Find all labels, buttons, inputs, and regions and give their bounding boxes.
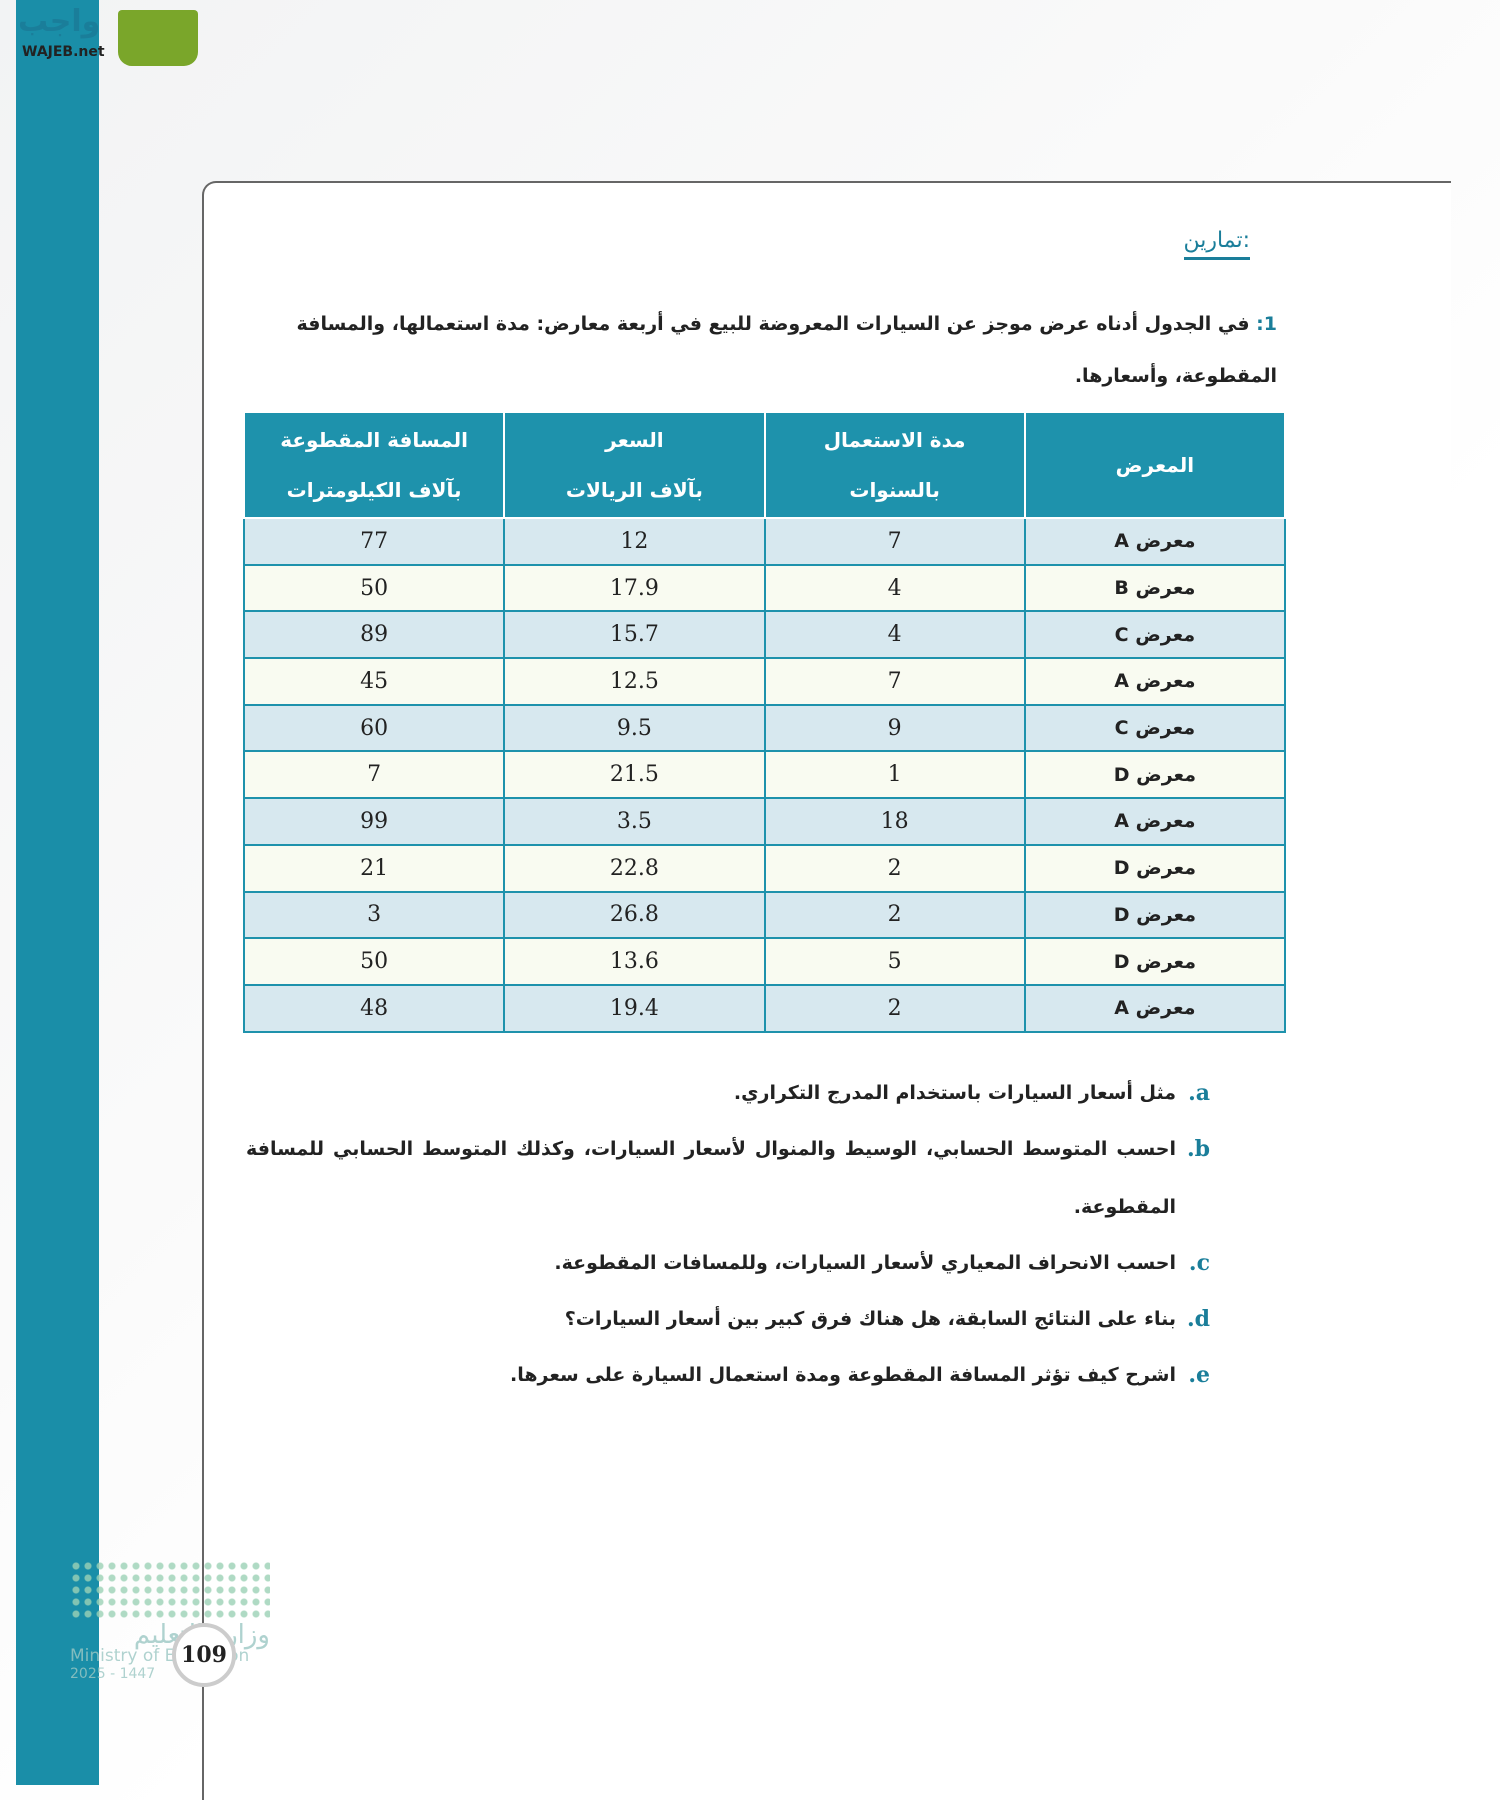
number-cell: 2 (763, 890, 1026, 940)
number-cell: 7 (763, 657, 1026, 706)
showroom-cell: معرض A (1023, 657, 1287, 706)
header-line: بالسنوات (849, 478, 940, 502)
logo-arabic: واجب (18, 4, 101, 39)
showroom-cell: معرض C (1023, 610, 1287, 660)
logo-latin: WAJEB.net (22, 44, 105, 60)
ministry-logo: وزارة التعليم Ministry of Education 2025… (70, 1560, 270, 1682)
number-cell: 1 (763, 750, 1026, 800)
number-cell: 60 (242, 703, 506, 753)
header-cell: المعرض (1023, 413, 1287, 519)
header-line: بآلاف الكيلومترات (286, 478, 462, 502)
number-cell: 50 (242, 937, 506, 986)
number-cell: 19.4 (503, 983, 766, 1033)
number-cell: 26.8 (503, 890, 766, 940)
side-bar (16, 0, 99, 1785)
logo: واجب WAJEB.net (10, 4, 198, 68)
number-cell: 48 (242, 983, 506, 1033)
sub-question-label: d. (1186, 1306, 1210, 1332)
showroom-cell: معرض A (1023, 983, 1287, 1033)
sub-question-text: بناء على النتائج السابقة، هل هناك فرق كب… (564, 1308, 1176, 1330)
header-line: مدة الاستعمال (823, 428, 966, 452)
number-cell: 5 (763, 937, 1026, 986)
table-row: معرض C 4 15.7 89 (242, 610, 1287, 660)
number-cell: 45 (242, 657, 506, 706)
number-cell: 4 (763, 563, 1026, 613)
header-cell: المسافة المقطوعة بآلاف الكيلومترات (242, 413, 506, 519)
number-cell: 12 (503, 517, 766, 566)
sub-question: e. اشرح كيف تؤثر المسافة المقطوعة ومدة اس… (246, 1346, 1210, 1404)
sub-question-label: a. (1188, 1080, 1210, 1106)
number-cell: 9.5 (503, 703, 766, 753)
table-row: معرض A 18 3.5 99 (242, 797, 1287, 846)
table-row: معرض D 1 21.5 7 (242, 750, 1287, 800)
table-row: معرض A 2 19.4 48 (242, 983, 1287, 1033)
logo-book (118, 10, 198, 66)
sub-questions: a. مثل أسعار السيارات باستخدام المدرج الت… (246, 1064, 1210, 1402)
showroom-cell: معرض B (1023, 563, 1287, 613)
number-cell: 22.8 (503, 843, 766, 893)
sub-question-label: c. (1188, 1250, 1210, 1276)
number-cell: 13.6 (503, 937, 766, 986)
question-text: في الجدول أدناه عرض موجز عن السيارات الم… (296, 313, 1277, 387)
number-cell: 89 (242, 610, 506, 660)
number-cell: 9 (763, 703, 1026, 753)
ministry-dots (70, 1560, 270, 1620)
number-cell: 21 (242, 843, 506, 893)
number-cell: 4 (763, 610, 1026, 660)
showroom-cell: معرض D (1023, 937, 1287, 986)
showroom-cell: معرض A (1023, 797, 1287, 846)
sub-question-text: احسب الانحراف المعياري لأسعار السيارات، … (554, 1252, 1176, 1274)
sub-question-text: مثل أسعار السيارات باستخدام المدرج التكر… (733, 1082, 1176, 1104)
showroom-cell: معرض D (1023, 843, 1287, 893)
number-cell: 17.9 (503, 563, 766, 613)
showroom-cell: معرض D (1023, 750, 1287, 800)
header-line: المسافة المقطوعة (280, 428, 469, 452)
number-cell: 3.5 (503, 797, 766, 846)
header-row: المعرض مدة الاستعمال بالسنوات السعر بآلاف ال… (242, 413, 1287, 519)
table-row: معرض D 5 13.6 50 (242, 937, 1287, 986)
table-row: معرض A 7 12.5 45 (242, 657, 1287, 706)
sub-question-label: b. (1186, 1136, 1210, 1162)
header-cell: السعر بآلاف الريالات (503, 413, 766, 519)
header-line: المعرض (1115, 453, 1195, 477)
question-number: 1: (1256, 313, 1277, 335)
showroom-cell: معرض A (1023, 517, 1287, 566)
sub-question: d. بناء على النتائج السابقة، هل هناك فرق … (246, 1290, 1210, 1348)
table-row: معرض D 2 26.8 3 (242, 890, 1287, 940)
table-row: معرض C 9 9.5 60 (242, 703, 1287, 753)
header-line: بآلاف الريالات (565, 478, 703, 502)
header-line: السعر (605, 428, 664, 452)
sub-question: c. احسب الانحراف المعياري لأسعار السيارات… (246, 1234, 1210, 1292)
sub-question-label: e. (1188, 1362, 1210, 1388)
question: 1: في الجدول أدناه عرض موجز عن السيارات … (240, 298, 1277, 402)
table-row: معرض B 4 17.9 50 (242, 563, 1287, 613)
data-table: المعرض مدة الاستعمال بالسنوات السعر بآلاف ال… (242, 413, 1287, 1033)
ministry-years: 2025 - 1447 (70, 1666, 156, 1682)
number-cell: 15.7 (503, 610, 766, 660)
number-cell: 7 (242, 750, 506, 800)
table-row: معرض D 2 22.8 21 (242, 843, 1287, 893)
number-cell: 3 (242, 890, 506, 940)
number-cell: 21.5 (503, 750, 766, 800)
sub-question-text: اشرح كيف تؤثر المسافة المقطوعة ومدة استع… (509, 1364, 1176, 1386)
sub-question-text: احسب المتوسط الحسابي، الوسيط والمنوال لأ… (246, 1138, 1176, 1218)
number-cell: 2 (763, 983, 1026, 1033)
ministry-english: Ministry of Education (70, 1646, 250, 1666)
header-cell: مدة الاستعمال بالسنوات (763, 413, 1026, 519)
sub-question: b. احسب المتوسط الحسابي، الوسيط والمنوال … (246, 1120, 1210, 1236)
number-cell: 12.5 (503, 657, 766, 706)
showroom-cell: معرض D (1023, 890, 1287, 940)
number-cell: 99 (242, 797, 506, 846)
page-number: 109 (172, 1623, 236, 1687)
table-row: معرض A 7 12 77 (242, 517, 1287, 566)
number-cell: 77 (242, 517, 506, 566)
number-cell: 7 (763, 517, 1026, 566)
number-cell: 18 (763, 797, 1026, 846)
number-cell: 50 (242, 563, 506, 613)
showroom-cell: معرض C (1023, 703, 1287, 753)
section-title: تمارين: (1183, 228, 1250, 260)
sub-question: a. مثل أسعار السيارات باستخدام المدرج الت… (246, 1064, 1210, 1122)
number-cell: 2 (763, 843, 1026, 893)
